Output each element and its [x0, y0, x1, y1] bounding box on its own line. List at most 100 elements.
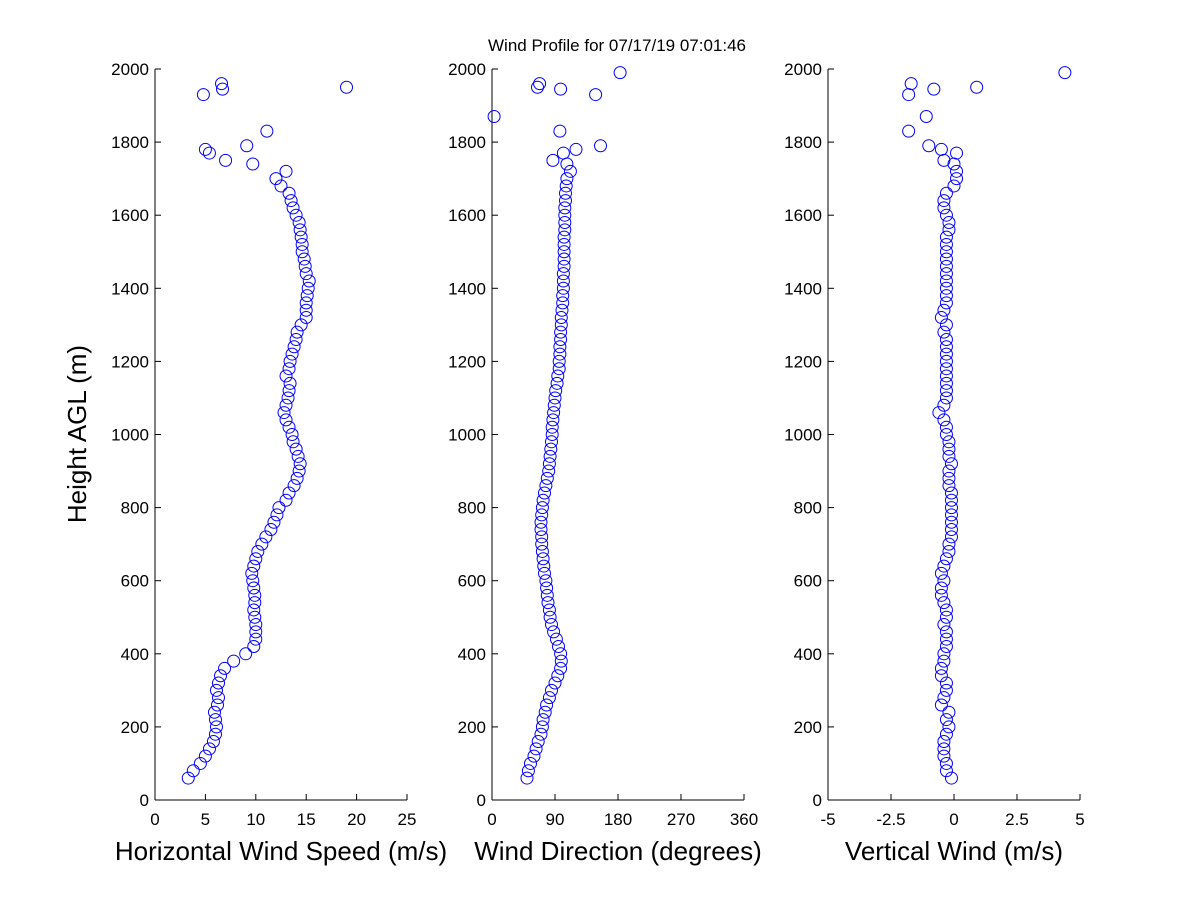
data-point [297, 252, 311, 266]
data-point [198, 142, 212, 156]
data-point [939, 208, 953, 222]
data-point [269, 172, 283, 186]
y-tick-label: 200 [794, 718, 822, 737]
data-point [939, 267, 953, 281]
data-point [569, 142, 583, 156]
data-point [196, 88, 210, 102]
data-point [970, 80, 984, 94]
data-point [202, 146, 216, 160]
x-tick-label: 180 [604, 810, 632, 829]
y-tick-label: 1600 [784, 206, 822, 225]
data-point [934, 661, 948, 675]
data-point [340, 80, 354, 94]
data-point [527, 749, 541, 763]
data-point [559, 186, 572, 200]
data-point [939, 252, 953, 266]
data-point [545, 428, 559, 441]
data-point [279, 164, 293, 178]
data-point [549, 632, 563, 646]
data-point [282, 420, 296, 434]
data-point [556, 281, 570, 295]
data-point [270, 508, 284, 522]
data-point [939, 727, 953, 741]
data-point [939, 639, 953, 653]
data-point [545, 683, 558, 697]
data-point [282, 186, 296, 200]
data-point [551, 369, 565, 383]
data-point [246, 157, 260, 171]
data-point [240, 139, 254, 153]
data-point [558, 216, 572, 230]
data-point [942, 544, 956, 558]
data-point [1058, 66, 1072, 80]
data-point [529, 742, 543, 756]
data-point [212, 676, 226, 690]
data-point [247, 559, 261, 573]
data-point [264, 523, 278, 537]
y-tick-label: 800 [121, 499, 149, 518]
data-point [937, 647, 951, 661]
data-point [248, 596, 262, 610]
data-point [554, 82, 568, 96]
data-point [487, 110, 501, 124]
data-point [937, 398, 951, 412]
data-point [939, 376, 953, 390]
data-point [551, 669, 565, 683]
data-point [934, 566, 948, 580]
data-point [922, 139, 936, 153]
y-tick-label: 1800 [448, 133, 486, 152]
data-point [942, 435, 956, 449]
data-point [547, 406, 561, 420]
x-tick-label: -5 [820, 810, 835, 829]
data-point [209, 683, 223, 697]
data-point [535, 508, 549, 522]
data-point [554, 311, 568, 325]
data-point [212, 691, 226, 705]
data-point [295, 237, 309, 251]
data-point [545, 618, 558, 632]
data-point [554, 654, 568, 668]
y-tick-label: 1000 [448, 426, 486, 445]
x-tick-label: 5 [201, 810, 210, 829]
data-point [934, 581, 948, 595]
x-tick-label: 270 [667, 810, 695, 829]
data-point [937, 303, 951, 317]
data-point [209, 720, 223, 734]
data-point [934, 698, 948, 712]
data-point [937, 742, 951, 756]
data-point [286, 435, 300, 449]
data-point [560, 172, 574, 186]
data-point [950, 172, 964, 186]
data-point [942, 223, 956, 237]
data-point [545, 435, 558, 449]
y-tick-label: 1800 [784, 133, 822, 152]
y-tick-label: 800 [794, 499, 822, 518]
data-point [547, 625, 561, 639]
data-point [557, 230, 571, 244]
data-point [939, 683, 953, 697]
data-point [281, 391, 295, 405]
data-point [942, 442, 956, 456]
y-axis-label: Height AGL (m) [62, 345, 92, 523]
y-tick-label: 400 [121, 645, 149, 664]
data-point [206, 735, 220, 749]
data-point [939, 676, 953, 690]
data-point [939, 347, 953, 361]
data-point [536, 493, 550, 507]
data-point [944, 515, 958, 529]
data-point [286, 201, 300, 215]
data-point [944, 530, 958, 544]
x-tick-label: 0 [487, 810, 496, 829]
data-point [552, 362, 566, 376]
data-point [942, 449, 956, 463]
data-point [543, 449, 557, 463]
data-point [299, 311, 313, 325]
data-point [613, 66, 627, 80]
data-point [283, 376, 297, 390]
data-point [944, 457, 958, 471]
data-point [937, 654, 951, 668]
data-point [937, 201, 951, 215]
data-point [543, 610, 557, 624]
data-point [536, 713, 550, 727]
data-point [950, 164, 964, 178]
